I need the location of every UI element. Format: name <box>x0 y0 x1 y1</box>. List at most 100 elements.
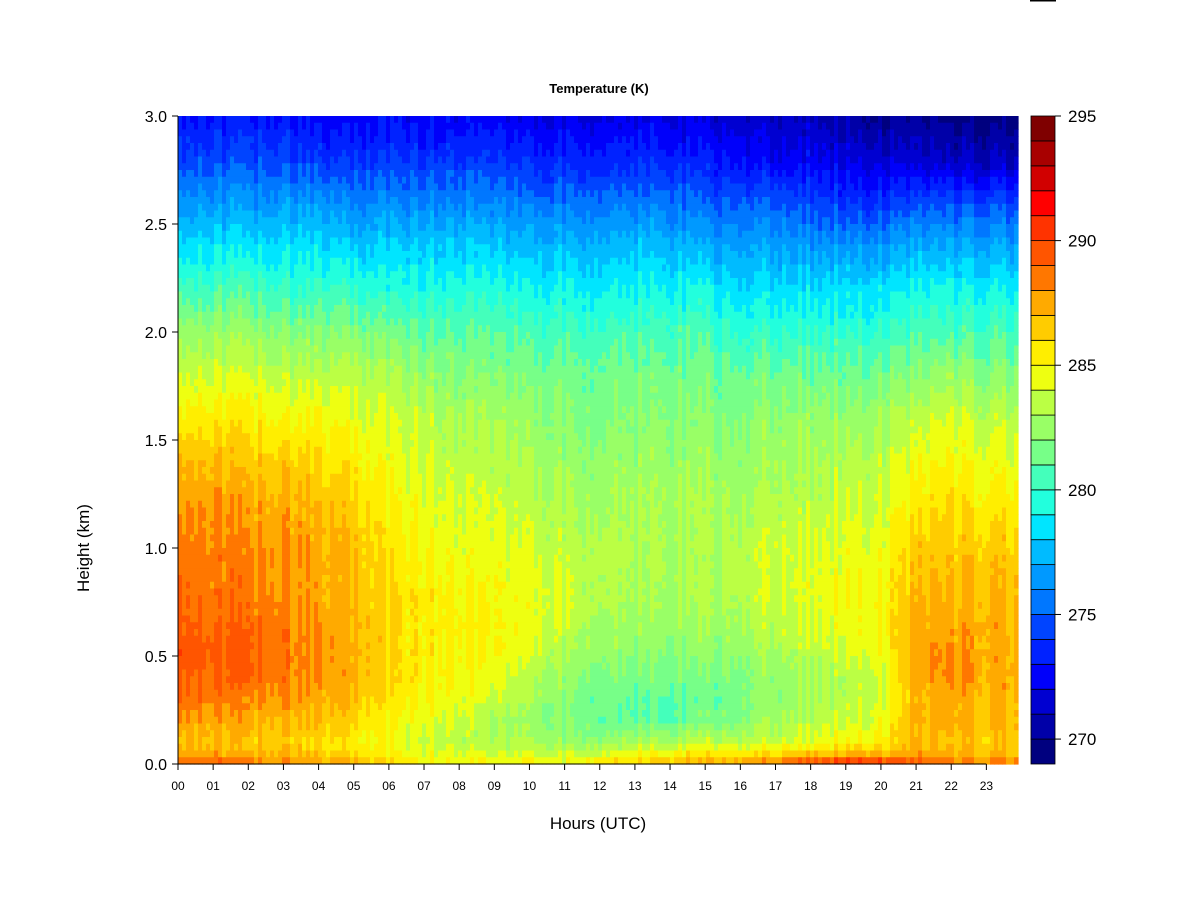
heatmap-cell <box>386 130 391 137</box>
heatmap-cell <box>202 737 207 744</box>
heatmap-cell <box>298 440 303 447</box>
heatmap-cell <box>262 339 267 346</box>
heatmap-cell <box>270 427 275 434</box>
heatmap-cell <box>354 595 359 602</box>
heatmap-cell <box>238 157 243 164</box>
heatmap-cell <box>226 643 231 650</box>
heatmap-cell <box>178 319 183 326</box>
heatmap-cell <box>226 393 231 400</box>
heatmap-cell <box>302 528 307 535</box>
heatmap-cell <box>290 319 295 326</box>
heatmap-cell <box>218 400 223 407</box>
heatmap-cell <box>370 136 375 143</box>
heatmap-cell <box>366 467 371 474</box>
heatmap-cell <box>286 265 291 272</box>
heatmap-cell <box>294 508 299 515</box>
heatmap-cell <box>254 346 259 353</box>
heatmap-cell <box>330 366 335 373</box>
heatmap-cell <box>254 609 259 616</box>
heatmap-cell <box>326 271 331 278</box>
heatmap-cell <box>198 190 203 197</box>
heatmap-cell <box>242 406 247 413</box>
heatmap-cell <box>326 744 331 751</box>
heatmap-cell <box>202 683 207 690</box>
heatmap-cell <box>302 521 307 528</box>
heatmap-cell <box>206 676 211 683</box>
heatmap-cell <box>306 447 311 454</box>
heatmap-cell <box>310 352 315 359</box>
heatmap-cell <box>206 379 211 386</box>
heatmap-cell <box>254 555 259 562</box>
heatmap-cell <box>194 420 199 427</box>
heatmap-cell <box>298 535 303 542</box>
heatmap-cell <box>302 265 307 272</box>
heatmap-cell <box>314 474 319 481</box>
heatmap-cell <box>358 656 363 663</box>
heatmap-cell <box>370 244 375 251</box>
heatmap-cell <box>178 582 183 589</box>
heatmap-cell <box>286 737 291 744</box>
heatmap-cell <box>278 649 283 656</box>
heatmap-cell <box>214 643 219 650</box>
heatmap-cell <box>230 501 235 508</box>
heatmap-cell <box>198 751 203 758</box>
heatmap-cell <box>274 217 279 224</box>
heatmap-cell <box>218 406 223 413</box>
heatmap-cell <box>302 440 307 447</box>
heatmap-cell <box>286 312 291 319</box>
heatmap-cell <box>238 447 243 454</box>
heatmap-cell <box>238 325 243 332</box>
heatmap-cell <box>334 467 339 474</box>
heatmap-cell <box>270 656 275 663</box>
heatmap-cell <box>282 683 287 690</box>
heatmap-cell <box>342 136 347 143</box>
heatmap-cell <box>306 231 311 238</box>
heatmap-cell <box>326 508 331 515</box>
heatmap-cell <box>294 622 299 629</box>
heatmap-cell <box>318 379 323 386</box>
heatmap-cell <box>314 481 319 488</box>
heatmap-cell <box>234 636 239 643</box>
heatmap-cell <box>346 157 351 164</box>
heatmap-cell <box>194 602 199 609</box>
heatmap-cell <box>370 508 375 515</box>
heatmap-cell <box>186 427 191 434</box>
heatmap-cell <box>278 211 283 218</box>
heatmap-cell <box>314 204 319 211</box>
heatmap-cell <box>338 292 343 299</box>
heatmap-cell <box>198 305 203 312</box>
heatmap-cell <box>202 190 207 197</box>
heatmap-cell <box>294 447 299 454</box>
heatmap-cell <box>362 609 367 616</box>
heatmap-cell <box>310 123 315 130</box>
heatmap-cell <box>338 717 343 724</box>
heatmap-cell <box>362 751 367 758</box>
heatmap-cell <box>334 582 339 589</box>
heatmap-cell <box>230 602 235 609</box>
heatmap-cell <box>358 177 363 184</box>
heatmap-cell <box>178 305 183 312</box>
heatmap-cell <box>246 703 251 710</box>
heatmap-cell <box>374 636 379 643</box>
heatmap-cell <box>294 501 299 508</box>
heatmap-cell <box>222 595 227 602</box>
heatmap-cell <box>222 177 227 184</box>
heatmap-cell <box>378 710 383 717</box>
heatmap-cell <box>370 676 375 683</box>
heatmap-cell <box>230 440 235 447</box>
heatmap-cell <box>226 528 231 535</box>
heatmap-cell <box>254 454 259 461</box>
heatmap-cell <box>294 609 299 616</box>
heatmap-cell <box>258 737 263 744</box>
heatmap-cell <box>378 528 383 535</box>
heatmap-cell <box>214 670 219 677</box>
heatmap-cell <box>334 636 339 643</box>
heatmap-cell <box>318 676 323 683</box>
heatmap-cell <box>318 730 323 737</box>
heatmap-cell <box>330 629 335 636</box>
heatmap-cell <box>314 643 319 650</box>
heatmap-cell <box>354 271 359 278</box>
heatmap-cell <box>334 697 339 704</box>
heatmap-cell <box>326 609 331 616</box>
heatmap-cell <box>242 589 247 596</box>
